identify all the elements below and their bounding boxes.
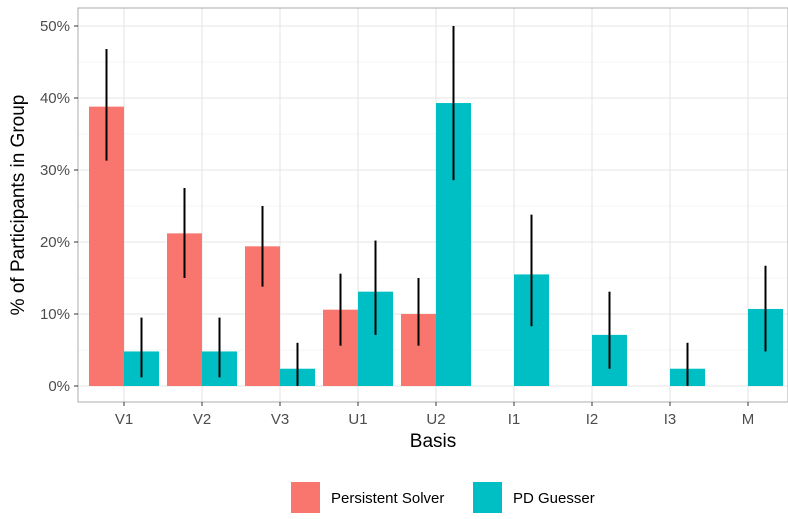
y-axis-title: % of Participants in Group: [8, 95, 29, 316]
y-tick-label: 20%: [40, 234, 70, 251]
y-tick-label: 40%: [40, 90, 70, 107]
legend-key: [473, 482, 502, 513]
x-tick-label: U2: [426, 411, 445, 428]
y-tick-label: 30%: [40, 162, 70, 179]
y-axis-ticks: 0% 10% 20% 30% 40% 50%: [40, 18, 78, 395]
x-tick-label: I3: [664, 411, 677, 428]
legend-label: Persistent Solver: [331, 490, 444, 507]
x-tick-label: I1: [508, 411, 521, 428]
bars: [89, 103, 783, 386]
legend-label: PD Guesser: [513, 490, 595, 507]
legend: Persistent Solver PD Guesser: [291, 482, 595, 513]
x-axis-title: Basis: [410, 431, 456, 452]
x-tick-label: M: [742, 411, 755, 428]
x-tick-label: V3: [271, 411, 289, 428]
x-tick-label: U1: [348, 411, 367, 428]
x-axis-ticks: V1 V2 V3 U1 U2 I1 I2 I3 M: [115, 402, 754, 428]
x-tick-label: I2: [586, 411, 599, 428]
x-tick-label: V1: [115, 411, 133, 428]
plot-panel-border: [77, 7, 788, 403]
y-tick-label: 10%: [40, 306, 70, 323]
y-tick-label: 50%: [40, 18, 70, 35]
legend-key: [291, 482, 320, 513]
y-tick-label: 0%: [48, 378, 70, 395]
error-bars: [105, 26, 767, 386]
x-tick-label: V2: [193, 411, 211, 428]
